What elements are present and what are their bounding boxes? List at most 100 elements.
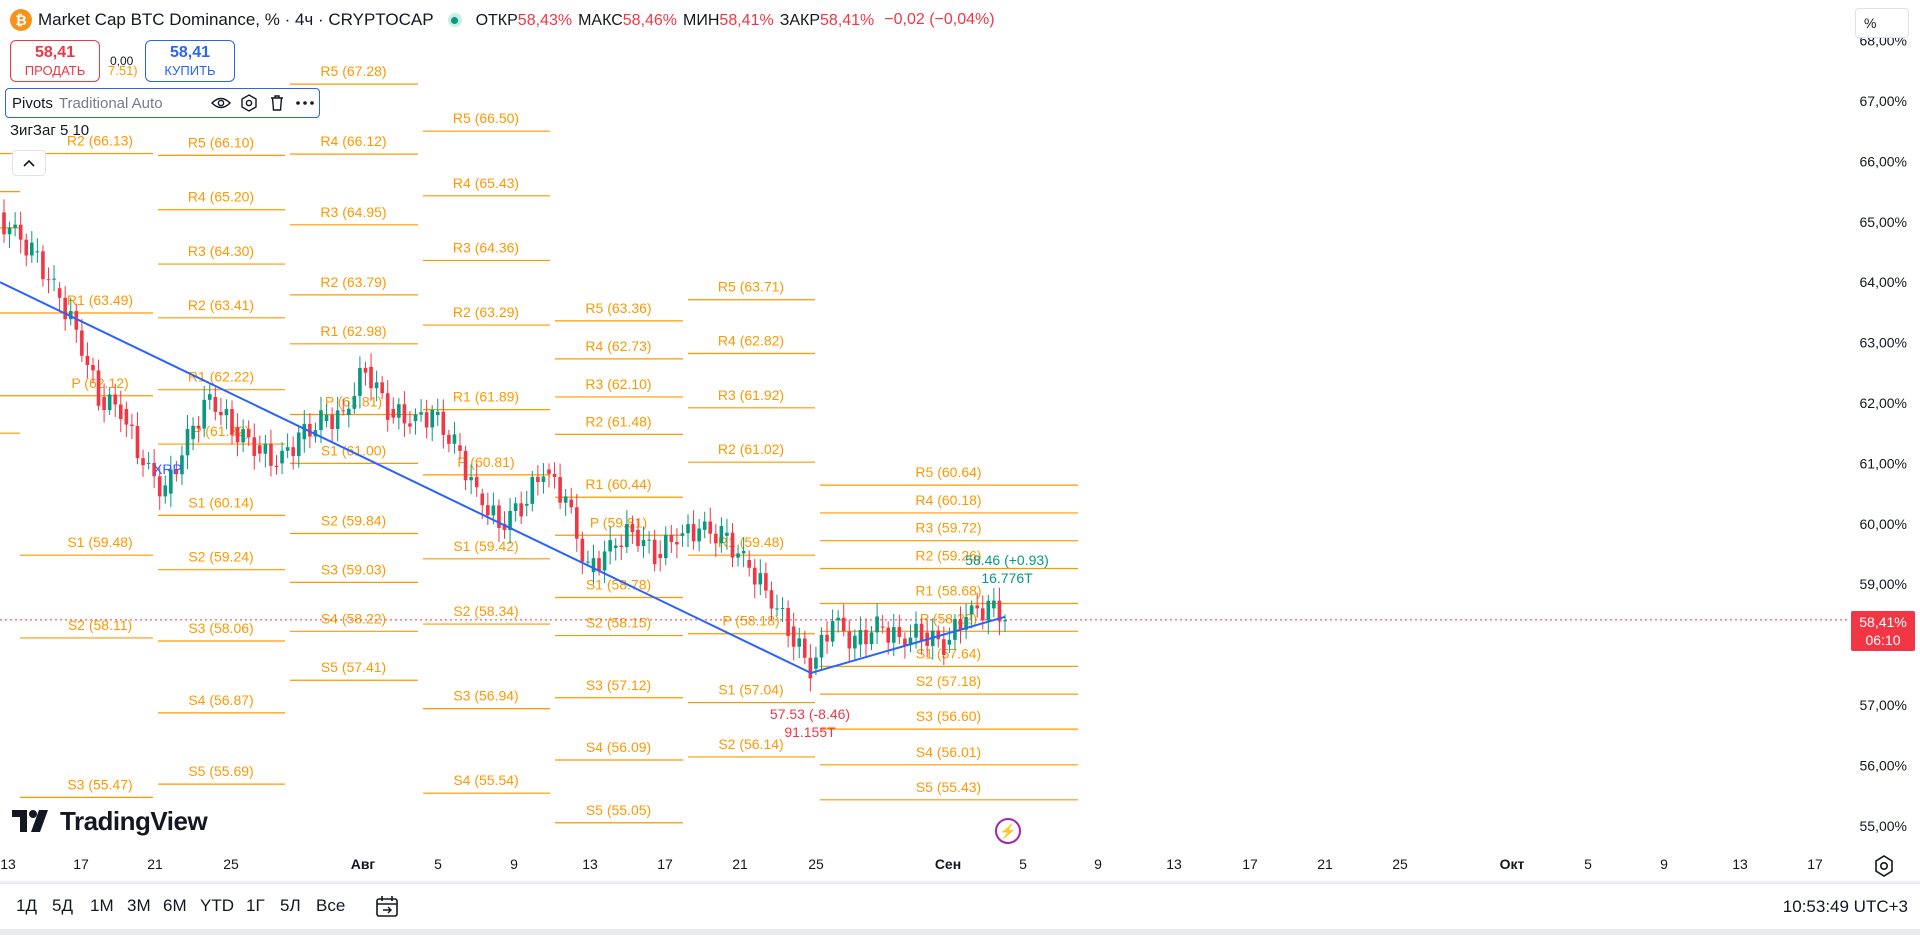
range-button-1[interactable]: 5Д <box>52 896 73 915</box>
candle-body <box>80 330 84 356</box>
x-tick-label: Сен <box>935 856 961 872</box>
chevron-up-icon <box>23 159 35 167</box>
trash-icon[interactable] <box>263 90 291 116</box>
candle-body <box>408 423 412 427</box>
zigzag-indicator-legend[interactable]: ЗигЗаг 5 10 <box>10 122 90 139</box>
candle-body <box>558 477 562 503</box>
candle-body <box>113 394 118 405</box>
candle-body <box>296 432 301 457</box>
candle-body <box>530 476 535 504</box>
pivot-level-label: S5 (55.05) <box>586 802 651 818</box>
sell-button[interactable]: 58,41 ПРОДАТЬ <box>10 40 100 82</box>
gear-icon[interactable] <box>1872 854 1896 878</box>
symbol-header: ₿ Market Cap BTC Dominance, % · 4ч · CRY… <box>0 0 995 40</box>
candle-body <box>803 638 807 658</box>
x-tick-label: 13 <box>0 856 16 872</box>
pivot-level-label: R1 (58.68) <box>915 583 981 599</box>
candle-body <box>513 503 518 511</box>
candle-body <box>508 510 512 530</box>
candle-body <box>830 621 835 642</box>
clock[interactable]: 10:53:49 UTC+3 <box>1782 897 1908 916</box>
candle-body <box>652 539 657 565</box>
range-button-3[interactable]: 3М <box>127 896 151 915</box>
candle-body <box>741 550 746 554</box>
pivot-level-label: R5 (66.10) <box>188 134 254 150</box>
pivot-level-label: S5 (57.41) <box>321 659 386 675</box>
range-button-2[interactable]: 1М <box>90 896 114 915</box>
calendar-icon[interactable] <box>374 894 400 920</box>
market-status-icon[interactable] <box>447 13 462 27</box>
candle-body <box>130 424 134 426</box>
footer-strip <box>0 929 1920 935</box>
candle-body <box>24 239 29 256</box>
pivot-level-label: P (58.22) <box>920 610 977 626</box>
zigzag-low-label: 57.53 (-8.46) <box>770 706 850 722</box>
collapse-legend-button[interactable] <box>12 150 46 176</box>
candle-body <box>358 367 362 396</box>
last-price-tag: 58,41% 06:10 <box>1851 611 1915 651</box>
pivot-level-label: P (59.81) <box>590 514 647 530</box>
pivot-level-label: S4 (56.09) <box>586 739 651 755</box>
lightning-icon[interactable]: ⚡ <box>995 818 1021 844</box>
candle-body <box>169 469 173 494</box>
candle-body <box>497 505 501 528</box>
pivot-level-label: S4 (58.22) <box>321 610 386 626</box>
candle-body <box>914 623 918 638</box>
x-tick-label: 21 <box>147 856 163 872</box>
ohlc-label: МИН <box>683 12 720 29</box>
eye-icon[interactable] <box>207 90 235 116</box>
candle-body <box>235 427 240 443</box>
candle-body <box>213 396 218 412</box>
candle-body <box>274 465 279 468</box>
candle-body <box>875 616 879 633</box>
candle-body <box>786 607 790 636</box>
percent-scale-button[interactable]: % <box>1855 8 1909 38</box>
candle-body <box>252 437 257 456</box>
pivot-level-label: R5 (67.28) <box>320 63 386 79</box>
settings-icon[interactable] <box>235 90 263 116</box>
tradingview-logo[interactable]: TradingView <box>12 806 208 836</box>
pivot-level-label: P (61.32) <box>192 423 249 439</box>
candle-body <box>291 447 295 457</box>
pivot-level-label: R2 (59.26) <box>915 547 981 563</box>
pivot-level-label: S3 (55.47) <box>67 776 132 792</box>
symbol-title[interactable]: Market Cap BTC Dominance, % · 4ч · CRYPT… <box>38 10 434 29</box>
candle-body <box>302 423 307 440</box>
candle-body <box>263 443 268 454</box>
range-button-7[interactable]: 5Л <box>280 896 301 915</box>
pivot-level-label: R1 (60.44) <box>585 476 651 492</box>
pivot-level-label: S2 (59.84) <box>321 512 386 528</box>
sell-label: ПРОДАТЬ <box>24 63 86 78</box>
bottom-toolbar: 1Д 5Д 1М 3М 6М YTD 1Г 5Л Все 10:53:49 UTC+3 <box>0 883 1920 929</box>
x-tick-label: Окт <box>1500 856 1525 872</box>
range-button-0[interactable]: 1Д <box>16 896 37 915</box>
candle-body <box>697 528 701 542</box>
candle-body <box>947 639 952 645</box>
pivot-level-label: P (60.81) <box>457 454 514 470</box>
y-tick-label: 56,00% <box>1860 757 1907 773</box>
more-icon[interactable] <box>291 90 319 116</box>
pivots-indicator-legend[interactable]: Pivots Traditional Auto <box>5 88 320 118</box>
candle-body <box>102 396 106 411</box>
candle-body <box>447 434 451 444</box>
candle-body <box>714 533 718 544</box>
range-button-5[interactable]: YTD <box>200 896 234 915</box>
spread-value: 0,00 <box>110 54 134 68</box>
tradingview-logo-icon <box>12 810 48 832</box>
sell-price: 58,41 <box>34 44 76 61</box>
pivot-level-label: S2 (58.15) <box>586 615 651 631</box>
candle-body <box>2 212 6 235</box>
buy-button[interactable]: 58,41 КУПИТЬ <box>145 40 235 82</box>
candle-body <box>547 469 551 474</box>
range-button-6[interactable]: 1Г <box>246 896 265 915</box>
range-button-8[interactable]: Все <box>316 896 346 915</box>
zigzag-high-label: 58.46 (+0.93) <box>965 552 1049 568</box>
y-tick-label: 67,00% <box>1860 93 1907 109</box>
pivot-level-label: R3 (64.95) <box>320 204 386 220</box>
range-button-4[interactable]: 6М <box>163 896 187 915</box>
candle-body <box>686 524 690 534</box>
candle-body <box>736 553 740 558</box>
candle-body <box>536 476 540 483</box>
